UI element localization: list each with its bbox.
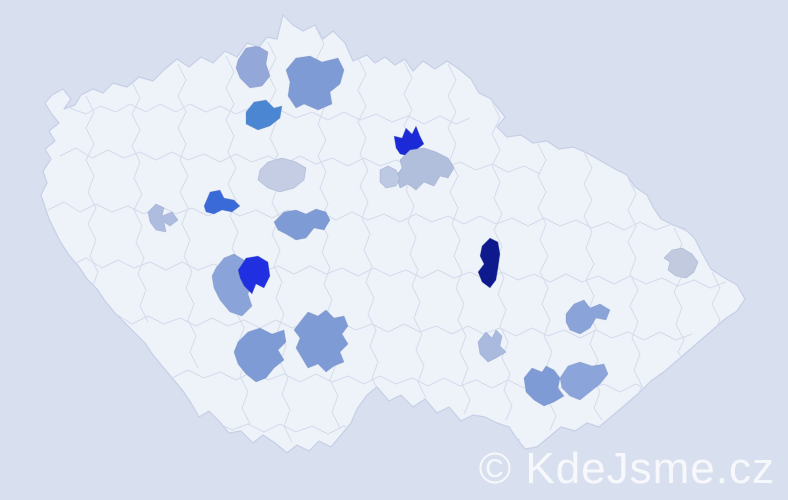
district-region-6[interactable] — [379, 165, 401, 189]
highlighted-districts — [147, 45, 699, 407]
district-region-16[interactable] — [565, 299, 611, 335]
district-region-13[interactable] — [233, 327, 287, 383]
district-region-14[interactable] — [293, 309, 349, 373]
district-region-2[interactable] — [285, 55, 345, 111]
district-region-10[interactable] — [273, 208, 331, 241]
district-region-20[interactable] — [663, 247, 699, 279]
country-outline — [40, 14, 746, 454]
district-region-12[interactable] — [237, 255, 271, 295]
district-region-19[interactable] — [559, 361, 609, 401]
district-region-15[interactable] — [477, 237, 501, 289]
district-region-17[interactable] — [477, 329, 507, 363]
district-region-18[interactable] — [523, 365, 565, 407]
district-region-8[interactable] — [147, 203, 179, 233]
district-region-3[interactable] — [245, 99, 283, 131]
district-region-9[interactable] — [203, 189, 241, 215]
district-region-1[interactable] — [235, 45, 271, 89]
district-region-7[interactable] — [257, 157, 307, 193]
